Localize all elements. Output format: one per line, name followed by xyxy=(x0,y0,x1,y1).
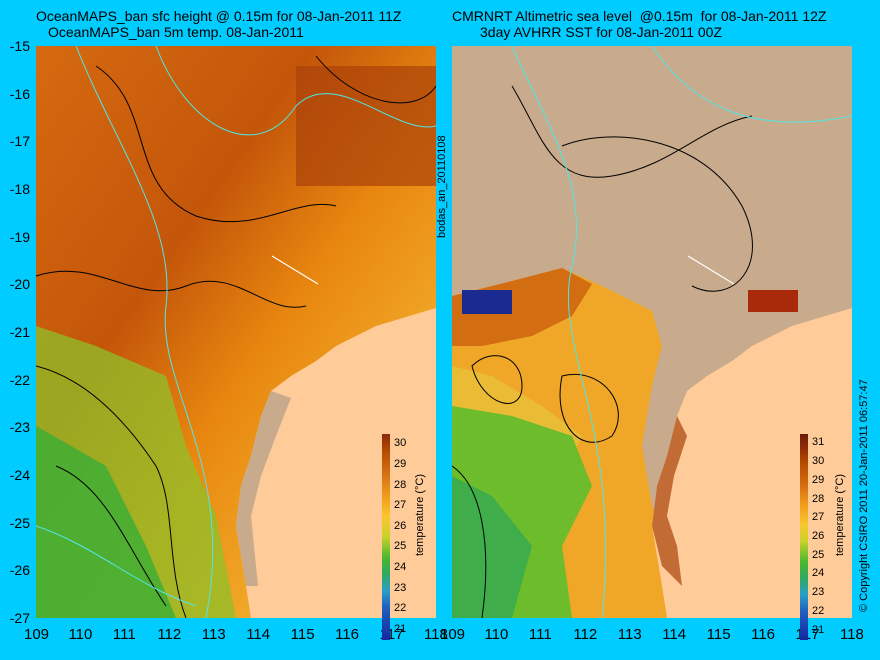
ssh-contour xyxy=(471,355,523,404)
colorbar-tick-label: 26 xyxy=(394,519,407,532)
colorbar-tick-label: 26 xyxy=(812,530,825,542)
x-tick-label: 109 xyxy=(24,626,50,643)
colorbar-tick-label: 24 xyxy=(394,560,407,573)
colorbar-tick-label: 27 xyxy=(394,499,407,512)
right-colorbar xyxy=(800,434,808,640)
x-tick-label: 110 xyxy=(68,626,93,643)
colorbar-tick-label: 22 xyxy=(812,604,825,617)
ssh-contour xyxy=(95,65,337,223)
x-tick-label: 115 xyxy=(290,626,315,643)
colorbar-tick-label: 23 xyxy=(394,581,407,594)
transect-line xyxy=(687,255,735,285)
colorbar-tick-label: 28 xyxy=(394,478,407,491)
right-map-panel xyxy=(452,46,852,618)
colorbar-tick-label: 25 xyxy=(812,548,825,561)
left-map xyxy=(36,46,436,618)
x-tick-label: 111 xyxy=(528,626,552,643)
cold-anomaly xyxy=(462,290,512,314)
y-tick-label: -20 xyxy=(9,276,30,293)
right-colorbar-title: temperature (°C) xyxy=(834,473,846,556)
y-tick-label: -26 xyxy=(9,562,30,579)
ssh-contour xyxy=(36,270,307,308)
colorbar-tick-label: 25 xyxy=(394,540,407,553)
ssh-contour xyxy=(559,374,619,443)
left-map-panel xyxy=(36,46,436,618)
x-tick-label: 113 xyxy=(201,626,226,643)
x-tick-label: 114 xyxy=(662,626,687,643)
warm-patch xyxy=(296,66,436,186)
temp-contour xyxy=(155,46,436,136)
ssh-contour xyxy=(561,136,753,292)
y-tick-label: -15 xyxy=(9,38,30,54)
x-tick-label: 110 xyxy=(484,626,509,643)
colorbar-tick-label: 31 xyxy=(812,436,825,449)
y-tick-label: -18 xyxy=(9,181,30,197)
center-side-label: bodas_an_20110108 xyxy=(436,135,448,238)
x-tick-label: 116 xyxy=(335,626,359,643)
colorbar-tick-label: 29 xyxy=(812,473,825,486)
colorbar-tick-label: 29 xyxy=(394,457,407,470)
ssh-contour xyxy=(511,85,753,178)
left-colorbar-title: temperature (°C) xyxy=(414,473,426,556)
temp-contour xyxy=(75,46,214,618)
temp-contour xyxy=(36,525,197,607)
y-tick-label: -25 xyxy=(9,514,30,531)
right-map xyxy=(452,46,852,618)
ssh-contour xyxy=(315,55,436,104)
colorbar-tick-label: 27 xyxy=(812,511,825,524)
colorbar-tick-label: 22 xyxy=(394,602,407,615)
colorbar-tick-label: 28 xyxy=(812,492,825,505)
y-tick-label: -21 xyxy=(9,324,30,341)
x-tick-label: 109 xyxy=(440,626,466,643)
left-colorbar xyxy=(382,434,390,640)
x-tick-label: 118 xyxy=(423,626,448,643)
colorbar-tick-label: 21 xyxy=(394,622,407,635)
copyright-label: © Copyright CSIRO 2011 20-Jan-2011 06:57… xyxy=(858,379,870,612)
y-tick-label: -24 xyxy=(9,467,30,484)
temp-contour xyxy=(651,46,852,123)
x-tick-label: 113 xyxy=(617,626,642,643)
y-tick-label: -23 xyxy=(9,419,30,436)
right-title-line1: CMRNRT Altimetric sea level @0.15m for 0… xyxy=(452,8,827,24)
coastal-warm-band xyxy=(652,416,687,586)
cool-water-core xyxy=(452,476,532,618)
colorbar-tick-label: 24 xyxy=(812,567,825,580)
left-title-line2: OceanMAPS_ban 5m temp. 08-Jan-2011 xyxy=(48,24,304,40)
x-tick-label: 114 xyxy=(246,626,271,643)
y-tick-label: -22 xyxy=(9,371,30,388)
ssh-contour xyxy=(55,465,167,607)
x-tick-label: 118 xyxy=(839,626,864,643)
y-tick-label: -19 xyxy=(9,228,30,245)
coastal-mask xyxy=(236,391,291,586)
colorbar-tick-label: 30 xyxy=(394,437,407,450)
temp-contour xyxy=(511,46,607,618)
right-title-line2: 3day AVHRR SST for 08-Jan-2011 00Z xyxy=(480,24,723,40)
colorbar-tick-label: 23 xyxy=(812,586,825,599)
colorbar-tick-label: 30 xyxy=(812,455,825,468)
transect-line xyxy=(271,255,319,285)
y-tick-label: -17 xyxy=(9,133,30,150)
x-tick-label: 112 xyxy=(157,626,182,643)
x-tick-label: 116 xyxy=(751,626,775,643)
ssh-contour xyxy=(452,465,487,618)
warm-patch xyxy=(452,268,592,346)
y-tick-label: -27 xyxy=(9,610,30,627)
colorbar-tick-label: 21 xyxy=(812,623,825,636)
coastal-warm-patch xyxy=(748,290,798,312)
left-title-line1: OceanMAPS_ban sfc height @ 0.15m for 08-… xyxy=(36,8,402,24)
x-tick-label: 112 xyxy=(573,626,598,643)
x-tick-label: 111 xyxy=(112,626,136,643)
ssh-contour xyxy=(36,365,187,618)
x-tick-label: 115 xyxy=(706,626,731,643)
y-tick-label: -16 xyxy=(9,85,30,102)
